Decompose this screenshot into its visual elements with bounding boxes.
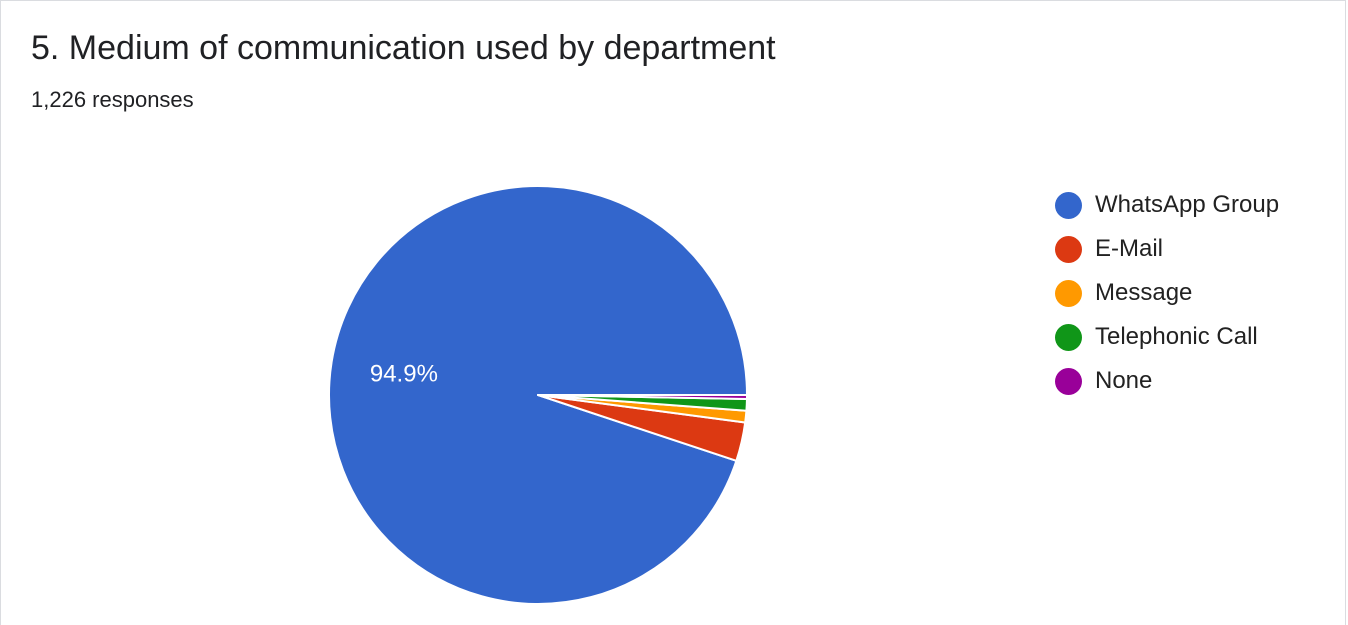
legend-item[interactable]: Telephonic Call — [1055, 315, 1279, 359]
pie-data-labels: 94.9% — [370, 360, 438, 387]
response-count: 1,226 responses — [31, 87, 194, 112]
legend-swatch-icon — [1055, 235, 1082, 263]
legend-item[interactable]: WhatsApp Group — [1055, 183, 1279, 227]
legend-label: E-Mail — [1095, 235, 1164, 262]
legend-swatch-icon — [1055, 191, 1082, 219]
legend-item[interactable]: None — [1055, 359, 1279, 403]
legend-swatch-icon — [1055, 323, 1082, 351]
legend-swatch-icon — [1055, 279, 1082, 307]
pie-slices — [328, 185, 748, 605]
legend-label: Telephonic Call — [1095, 323, 1258, 350]
legend-item[interactable]: Message — [1055, 271, 1279, 315]
chart-title: 5. Medium of communication used by depar… — [31, 29, 776, 67]
legend-item[interactable]: E-Mail — [1055, 227, 1279, 271]
pie-slice-none[interactable] — [537, 394, 748, 400]
legend-label: WhatsApp Group — [1095, 191, 1280, 218]
legend-label: Message — [1095, 279, 1193, 306]
legend-label: None — [1095, 367, 1153, 394]
legend-swatch-icon — [1055, 367, 1082, 395]
chart-legend: WhatsApp Group E-Mail Message Telephonic Ca… — [1055, 183, 1279, 403]
pie-data-label: 94.9% — [370, 360, 438, 387]
